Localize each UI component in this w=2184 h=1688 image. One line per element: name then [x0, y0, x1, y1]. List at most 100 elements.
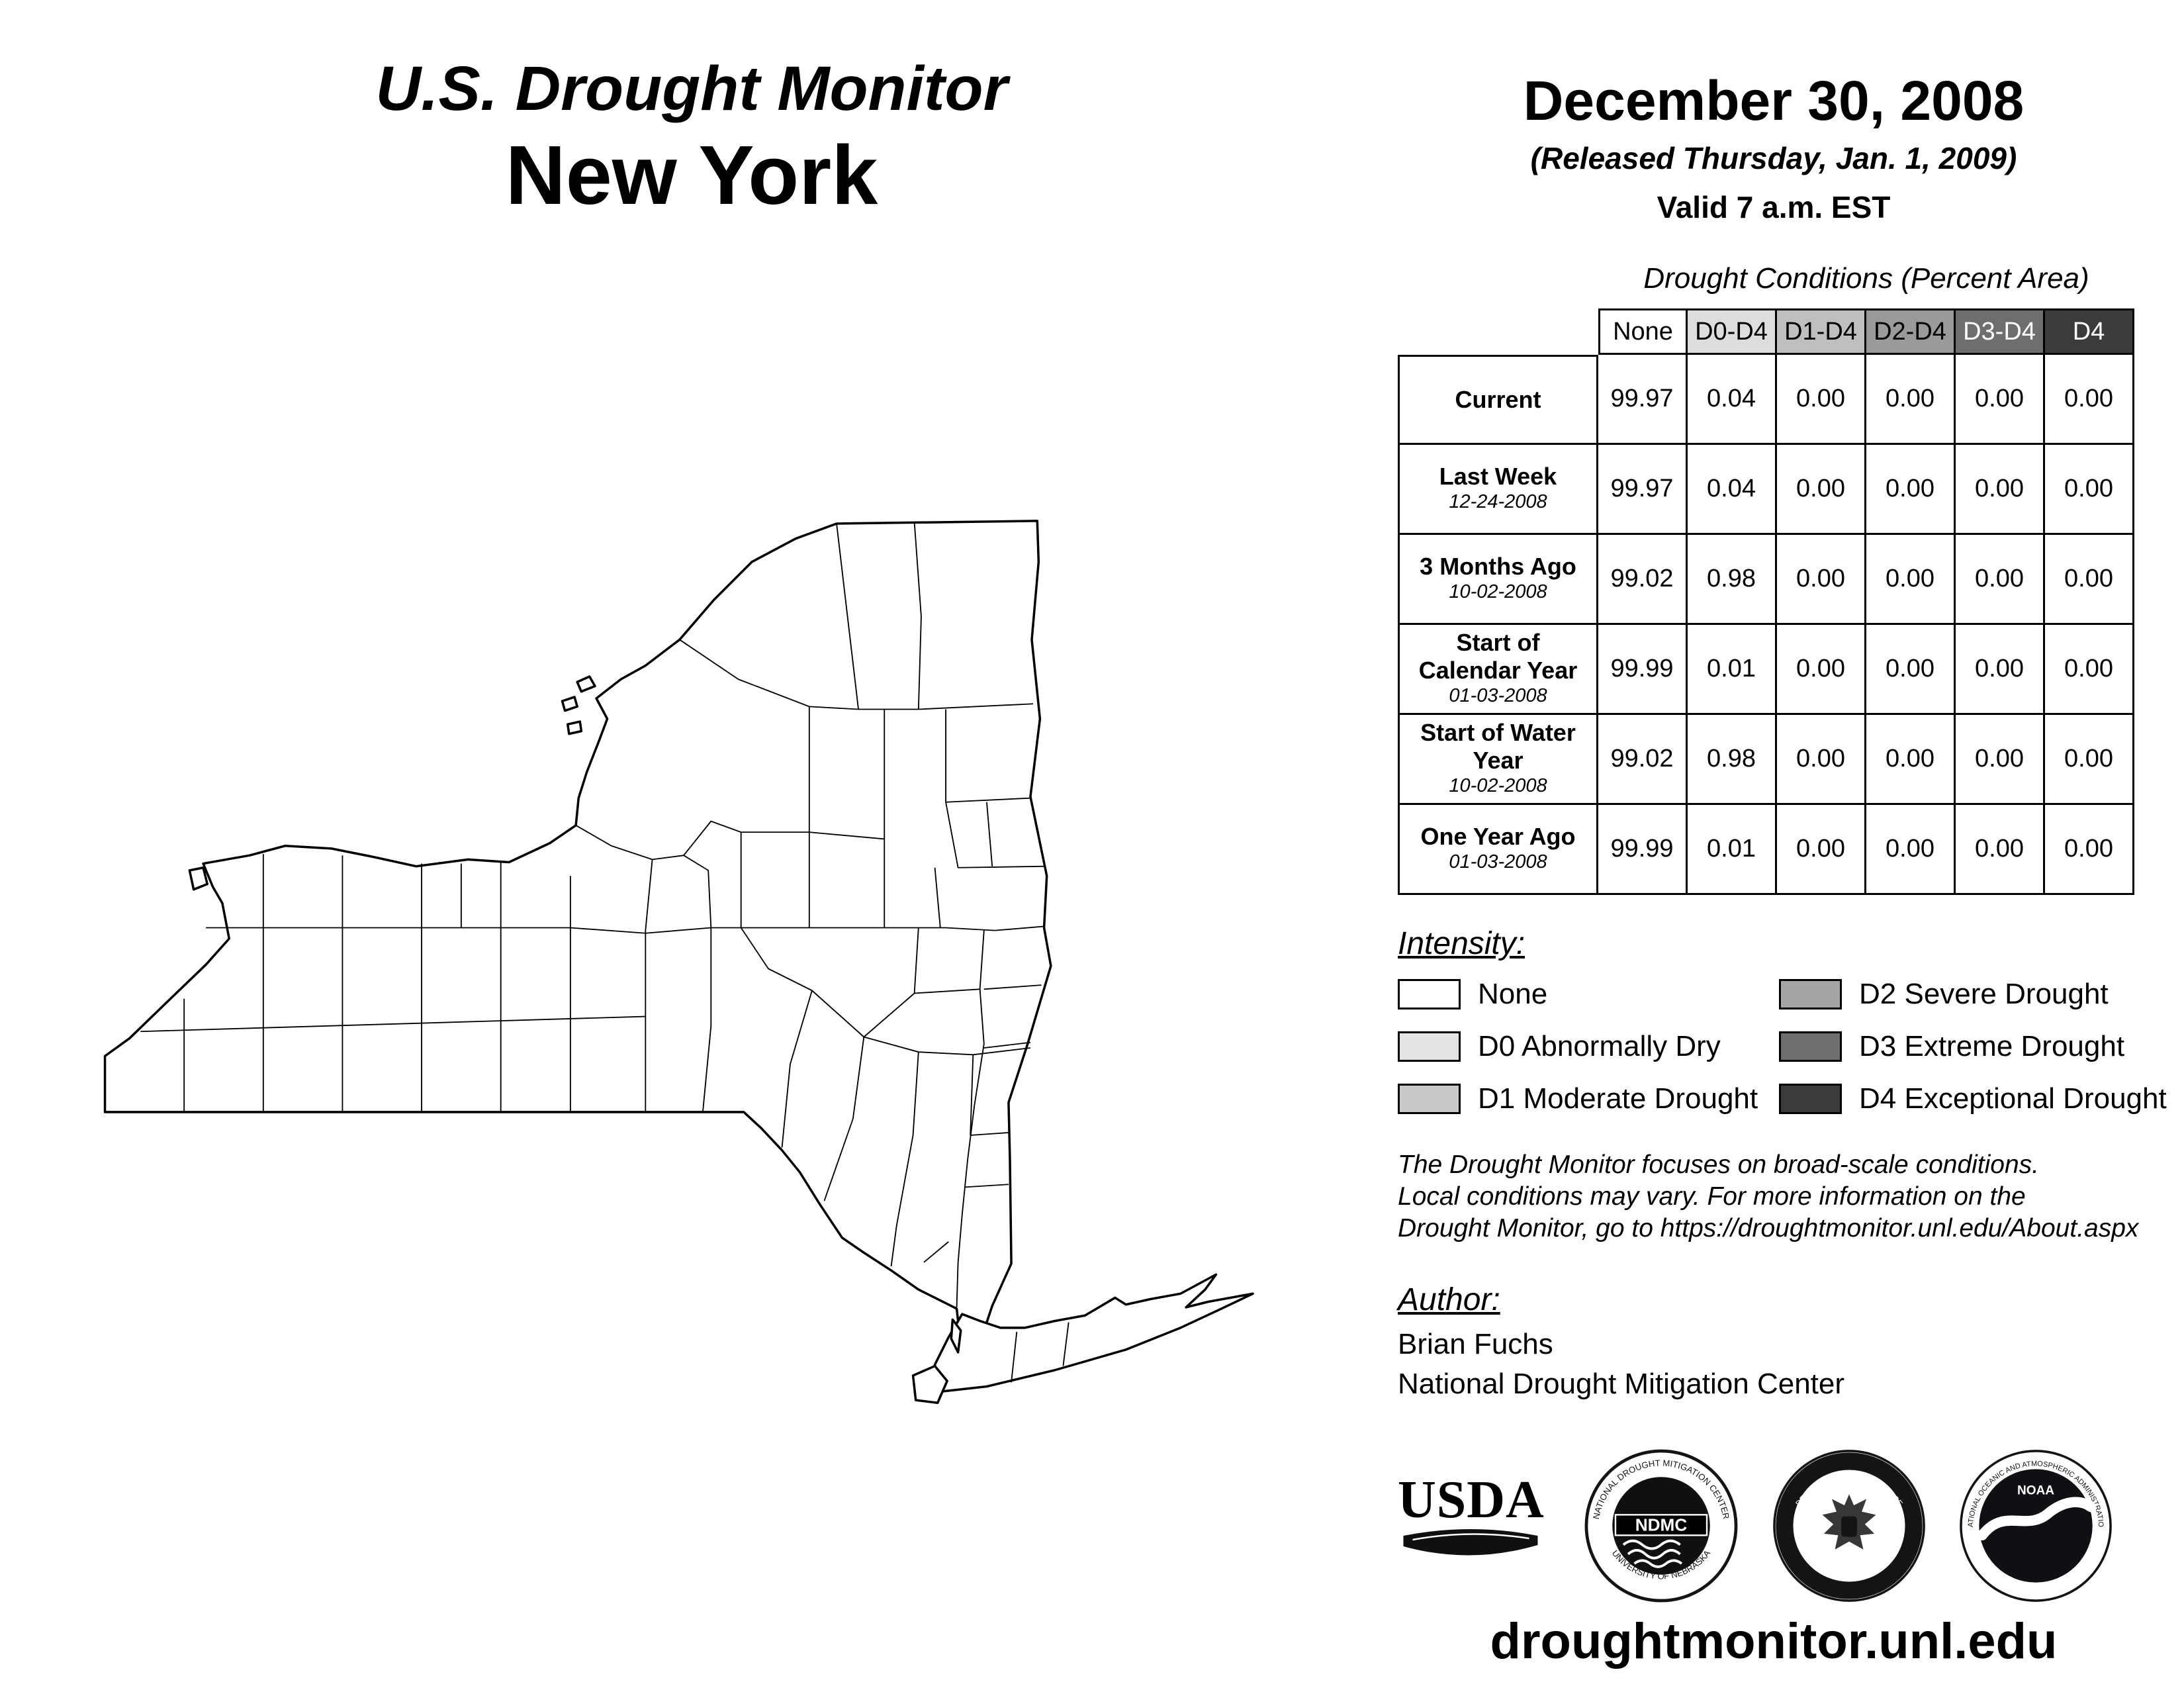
- stat-cell: 0.00: [2045, 805, 2134, 895]
- legend-item-d3: D3 Extreme Drought: [1779, 1030, 2167, 1062]
- stat-cell: 0.00: [1866, 805, 1956, 895]
- usda-swoosh-icon: [1403, 1529, 1538, 1556]
- row-label-text: Start of Water Year: [1420, 719, 1576, 774]
- column-header-none: None: [1598, 308, 1688, 355]
- row-label-date: 01-03-2008: [1449, 851, 1547, 873]
- stat-cell: 0.04: [1688, 445, 1777, 535]
- column-header-d1-d4: D1-D4: [1777, 308, 1866, 355]
- title-block: U.S. Drought Monitor New York: [278, 56, 1105, 219]
- row-label-date: 10-02-2008: [1449, 775, 1547, 797]
- stat-cell: 0.98: [1688, 715, 1777, 805]
- row-label-text: One Year Ago: [1420, 822, 1576, 850]
- column-header-d4: D4: [2045, 308, 2134, 355]
- stat-cell: 0.00: [1777, 535, 1866, 625]
- row-label-date: 01-03-2008: [1449, 685, 1547, 707]
- legend-swatch-d0: [1398, 1031, 1461, 1062]
- island: [566, 720, 583, 735]
- row-label-start-calendar-year: Start of Calendar Year 01-03-2008: [1398, 625, 1598, 715]
- stat-cell: 99.02: [1598, 535, 1688, 625]
- stat-cell: 0.00: [1777, 445, 1866, 535]
- manhattan-island: [950, 1318, 962, 1354]
- legend-item-none: None: [1398, 978, 1779, 1010]
- legend-item-d2: D2 Severe Drought: [1779, 978, 2167, 1010]
- intensity-heading: Intensity:: [1398, 926, 1525, 961]
- stat-cell: 99.02: [1598, 715, 1688, 805]
- new-york-county-map: [103, 520, 1254, 1405]
- stat-cell: 0.00: [1777, 355, 1866, 445]
- region-title: New York: [505, 128, 878, 222]
- row-label-text: Last Week: [1439, 462, 1557, 490]
- legend-label: D0 Abnormally Dry: [1478, 1030, 1721, 1062]
- island: [576, 675, 596, 693]
- legend-swatch-d3: [1779, 1031, 1842, 1062]
- stat-cell: 0.00: [2045, 355, 2134, 445]
- stat-cell: 0.00: [1866, 715, 1956, 805]
- stat-cell: 99.97: [1598, 445, 1688, 535]
- stat-cell: 0.00: [1866, 445, 1956, 535]
- report-title: U.S. Drought Monitor: [375, 54, 1008, 124]
- stat-cell: 0.00: [1866, 625, 1956, 715]
- state-outline: [103, 520, 1052, 1348]
- grand-island: [188, 866, 209, 891]
- row-label-text: 3 Months Ago: [1420, 552, 1576, 580]
- stat-cell: 0.00: [1866, 355, 1956, 445]
- noaa-gull-icon: [1977, 1497, 2097, 1541]
- stat-cell: 99.99: [1598, 625, 1688, 715]
- row-label-date: 10-02-2008: [1449, 581, 1547, 603]
- legend-label: D1 Moderate Drought: [1478, 1082, 1758, 1115]
- row-label-text: Current: [1455, 386, 1541, 414]
- note-line: Local conditions may vary. For more info…: [1398, 1182, 2026, 1211]
- drought-stats-table: None D0-D4 D1-D4 D2-D4 D3-D4 D4 Current …: [1398, 308, 2134, 895]
- noaa-logo: NATIONAL OCEANIC AND ATMOSPHERIC ADMINIS…: [1957, 1447, 2112, 1602]
- legend-label: D2 Severe Drought: [1859, 978, 2109, 1010]
- stat-cell: 99.97: [1598, 355, 1688, 445]
- legend-label: D4 Exceptional Drought: [1859, 1082, 2167, 1115]
- stat-cell: 0.00: [2045, 625, 2134, 715]
- stat-cell: 0.00: [1956, 715, 2045, 805]
- stat-cell: 0.00: [1956, 535, 2045, 625]
- legend-swatch-d4: [1779, 1084, 1842, 1114]
- stat-cell: 99.99: [1598, 805, 1688, 895]
- stat-cell: 0.00: [1956, 355, 2045, 445]
- valid-time: Valid 7 a.m. EST: [1657, 190, 1891, 224]
- release-date: (Released Thursday, Jan. 1, 2009): [1530, 141, 2017, 175]
- map-date: December 30, 2008: [1523, 70, 2025, 132]
- legend-swatch-d2: [1779, 979, 1842, 1009]
- stat-cell: 0.98: [1688, 535, 1777, 625]
- column-header-d3-d4: D3-D4: [1956, 308, 2045, 355]
- legend-swatch-d1: [1398, 1084, 1461, 1114]
- doc-eagle-icon: [1822, 1494, 1876, 1550]
- row-label-start-water-year: Start of Water Year 10-02-2008: [1398, 715, 1598, 805]
- note-line: The Drought Monitor focuses on broad-sca…: [1398, 1150, 2040, 1179]
- author-heading: Author:: [1398, 1282, 1500, 1317]
- ndmc-wordmark: NDMC: [1635, 1515, 1688, 1535]
- stat-cell: 0.00: [1956, 805, 2045, 895]
- usda-wordmark: USDA: [1398, 1471, 1545, 1529]
- legend-swatch-none: [1398, 979, 1461, 1009]
- stat-cell: 0.00: [1956, 445, 2045, 535]
- stat-cell: 0.00: [2045, 715, 2134, 805]
- stat-cell: 0.00: [2045, 535, 2134, 625]
- legend-item-d0: D0 Abnormally Dry: [1398, 1030, 1779, 1062]
- column-header-d0-d4: D0-D4: [1688, 308, 1777, 355]
- legend-label: None: [1478, 978, 1548, 1010]
- row-label-date: 12-24-2008: [1449, 491, 1547, 513]
- staten-island: [911, 1364, 948, 1405]
- noaa-wordmark: NOAA: [2017, 1483, 2054, 1497]
- author-org: National Drought Mitigation Center: [1398, 1368, 1845, 1400]
- row-label-3-months-ago: 3 Months Ago 10-02-2008: [1398, 535, 1598, 625]
- footer-url: droughtmonitor.unl.edu: [1490, 1613, 2058, 1669]
- row-label-last-week: Last Week 12-24-2008: [1398, 445, 1598, 535]
- long-island: [933, 1273, 1254, 1393]
- stat-cell: 0.00: [1777, 715, 1866, 805]
- table-caption: Drought Conditions (Percent Area): [1643, 262, 2089, 295]
- disclaimer-note: The Drought Monitor focuses on broad-sca…: [1398, 1149, 2138, 1244]
- author-name: Brian Fuchs: [1398, 1328, 1553, 1360]
- legend-label: D3 Extreme Drought: [1859, 1030, 2125, 1062]
- row-label-text: Start of Calendar Year: [1418, 629, 1578, 684]
- row-label-one-year-ago: One Year Ago 01-03-2008: [1398, 805, 1598, 895]
- stat-cell: 0.04: [1688, 355, 1777, 445]
- table-corner: [1398, 308, 1598, 355]
- stat-cell: 0.00: [2045, 445, 2134, 535]
